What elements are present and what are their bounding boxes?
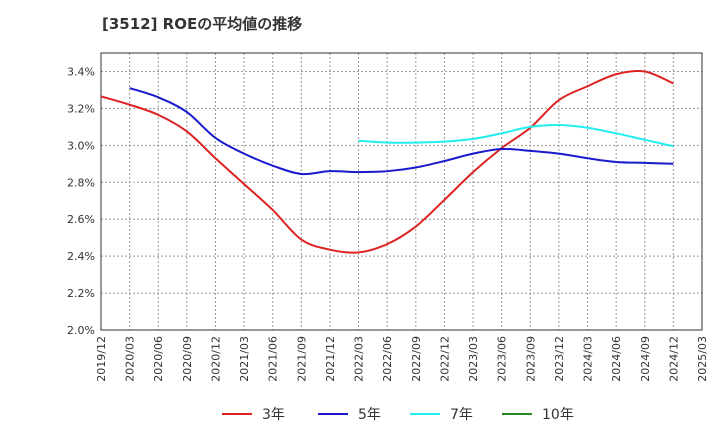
y-tick-label: 3.0%	[67, 139, 95, 152]
legend-label: 5年	[358, 407, 381, 423]
x-tick-label: 2020/03	[124, 336, 137, 382]
series-line-2	[358, 123, 674, 148]
y-axis: 2.0% 2.2% 2.4% 2.6% 2.8% 3.0% 3.2% 3.4%	[67, 65, 95, 337]
x-tick-label: 2022/06	[381, 336, 394, 382]
x-tick-label: 2024/06	[610, 336, 623, 382]
x-tick-label: 2023/03	[467, 336, 480, 382]
x-tick-label: 2020/09	[181, 336, 194, 382]
y-tick-label: 2.0%	[67, 324, 95, 337]
x-tick-label: 2023/09	[524, 336, 537, 382]
y-tick-label: 2.8%	[67, 176, 95, 189]
x-tick-label: 2022/12	[438, 336, 451, 382]
series-line-1	[129, 87, 674, 176]
x-tick-label: 2021/06	[267, 336, 280, 382]
x-tick-label: 2020/06	[152, 336, 165, 382]
x-axis: 2019/12 2020/03 2020/06 2020/09 2020/12 2021/…	[95, 336, 709, 382]
x-tick-label: 2025/03	[696, 336, 709, 382]
y-tick-label: 2.4%	[67, 250, 95, 263]
y-tick-label: 2.2%	[67, 287, 95, 300]
x-tick-label: 2024/09	[639, 336, 652, 382]
x-tick-label: 2024/12	[667, 336, 680, 382]
x-tick-label: 2019/12	[95, 336, 108, 382]
x-tick-label: 2023/12	[553, 336, 566, 382]
x-tick-label: 2022/03	[353, 336, 366, 382]
y-tick-label: 3.2%	[67, 102, 95, 115]
x-tick-label: 2023/06	[496, 336, 509, 382]
legend-label: 7年	[450, 407, 473, 423]
legend: 3年 5年 7年 10年	[222, 407, 574, 423]
plot-frame	[100, 52, 703, 331]
y-tick-label: 2.6%	[67, 213, 95, 226]
series-layer	[100, 69, 674, 254]
x-tick-label: 2020/12	[209, 336, 222, 382]
x-tick-label: 2021/03	[238, 336, 251, 382]
legend-label: 10年	[542, 407, 574, 423]
y-tick-label: 3.4%	[67, 65, 95, 78]
series-line-0	[100, 69, 674, 254]
x-tick-label: 2024/03	[582, 336, 595, 382]
legend-label: 3年	[262, 407, 285, 423]
x-tick-label: 2022/09	[410, 336, 423, 382]
grid	[101, 53, 702, 330]
x-tick-label: 2021/09	[295, 336, 308, 382]
x-tick-label: 2021/12	[324, 336, 337, 382]
chart-title: [3512] ROEの平均値の推移	[102, 15, 303, 33]
